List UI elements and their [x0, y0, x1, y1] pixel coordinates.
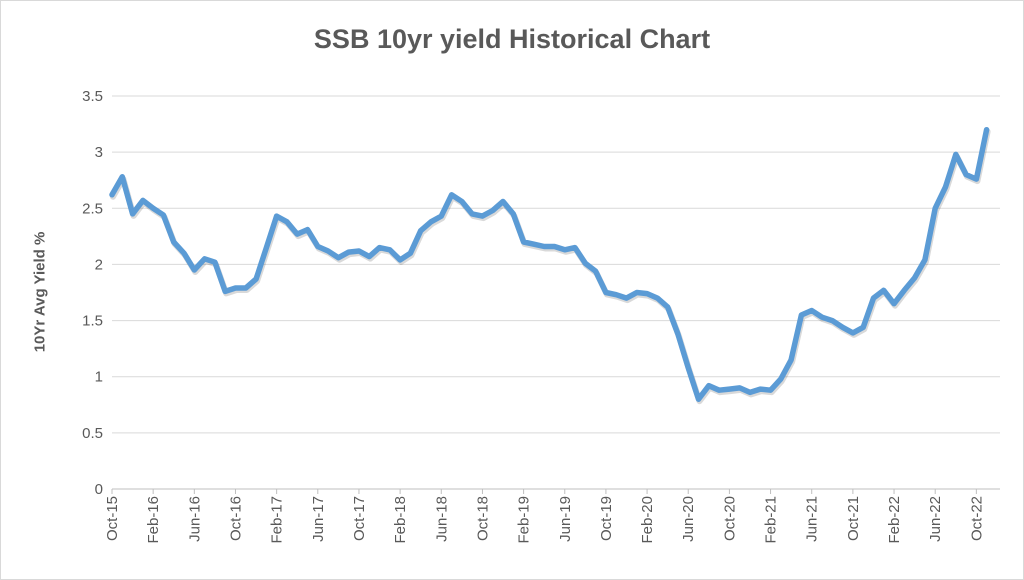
chart-title: SSB 10yr yield Historical Chart: [313, 24, 711, 54]
x-tick-label: Oct-15: [104, 496, 121, 541]
y-tick-label: 3.5: [82, 88, 103, 105]
x-tick-label: Jun-22: [927, 496, 944, 542]
y-tick-label: 1.5: [82, 313, 103, 330]
x-tick-label: Oct-17: [351, 496, 368, 541]
x-tick-label: Jun-19: [557, 496, 574, 542]
x-tick-label: Oct-16: [227, 496, 244, 541]
y-tick-label: 1: [95, 369, 103, 386]
y-tick-label: 3: [95, 144, 103, 161]
x-tick-label: Feb-18: [392, 496, 409, 544]
x-tick-label: Jun-16: [186, 496, 203, 542]
y-tick-label: 0: [95, 481, 103, 498]
series-line: [109, 126, 990, 402]
x-tick-label: Oct-19: [598, 496, 615, 541]
x-tick-label: Feb-16: [145, 496, 162, 544]
x-tick-label: Feb-22: [886, 496, 903, 544]
x-tick-label: Jun-21: [804, 496, 821, 542]
x-tick-label: Oct-18: [474, 496, 491, 541]
y-tick-label: 2.5: [82, 200, 103, 217]
y-tick-label: 2: [95, 256, 103, 273]
x-tick-label: Oct-22: [968, 496, 985, 541]
x-tick-label: Jun-18: [433, 496, 450, 542]
x-tick-label: Jun-17: [310, 496, 327, 542]
x-tick-label: Oct-20: [721, 496, 738, 541]
x-tick-label: Feb-19: [516, 496, 533, 544]
x-tick-label: Feb-20: [639, 496, 656, 544]
series-line-shadow: [110, 128, 991, 405]
x-tick-label: Feb-21: [763, 496, 780, 544]
x-tick-label: Feb-17: [269, 496, 286, 544]
x-tick-label: Jun-20: [680, 496, 697, 542]
y-tick-label: 0.5: [82, 425, 103, 442]
x-tick-label: Oct-21: [845, 496, 862, 541]
